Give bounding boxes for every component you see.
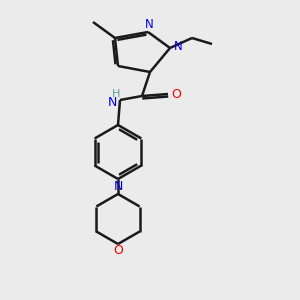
Text: N: N bbox=[107, 95, 117, 109]
Text: N: N bbox=[145, 19, 153, 32]
Text: N: N bbox=[113, 181, 123, 194]
Text: O: O bbox=[113, 244, 123, 257]
Text: H: H bbox=[112, 89, 120, 99]
Text: N: N bbox=[174, 40, 182, 52]
Text: O: O bbox=[171, 88, 181, 100]
